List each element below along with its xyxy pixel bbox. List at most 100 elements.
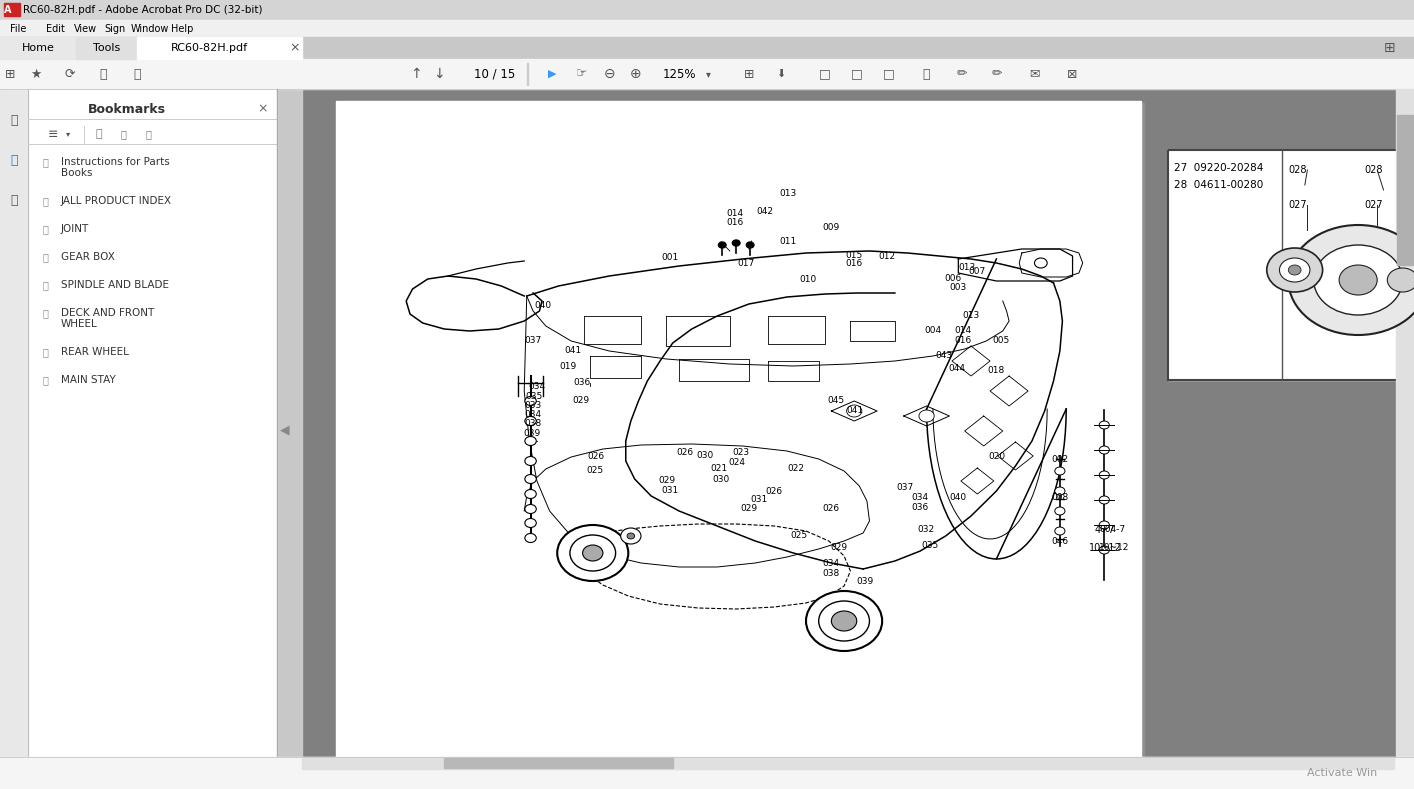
Text: ⊕: ⊕: [631, 67, 642, 81]
Text: 039: 039: [857, 577, 874, 585]
Text: ✉: ✉: [1029, 68, 1039, 80]
Text: 🔖: 🔖: [146, 129, 151, 139]
Text: MAIN STAY: MAIN STAY: [61, 375, 116, 385]
Circle shape: [1387, 268, 1414, 292]
Text: 🗑: 🗑: [96, 129, 102, 139]
Text: 039: 039: [523, 428, 540, 437]
Circle shape: [1339, 265, 1377, 295]
Text: ⊞: ⊞: [4, 68, 16, 80]
Text: 027: 027: [1288, 200, 1307, 210]
Circle shape: [1035, 258, 1048, 268]
Text: 015: 015: [846, 250, 863, 260]
Text: Sign: Sign: [105, 24, 126, 33]
Text: □: □: [851, 68, 863, 80]
Text: 035: 035: [526, 391, 543, 401]
Circle shape: [570, 535, 615, 571]
Text: 025: 025: [790, 530, 807, 540]
Text: 029: 029: [659, 476, 676, 484]
Text: 📎: 📎: [10, 193, 18, 207]
Text: A: A: [4, 5, 11, 15]
Bar: [337, 101, 1141, 766]
Text: 040: 040: [949, 492, 967, 502]
Text: RC60-82H.pdf: RC60-82H.pdf: [171, 43, 247, 53]
Bar: [28, 89, 277, 789]
Circle shape: [919, 410, 935, 422]
Circle shape: [1055, 467, 1065, 475]
Text: 10~12: 10~12: [1089, 543, 1121, 553]
Text: Bookmarks: Bookmarks: [88, 103, 165, 115]
Text: ☞: ☞: [575, 68, 587, 80]
Bar: [0, 37, 76, 59]
Text: 020: 020: [988, 451, 1005, 461]
Bar: [4, 3, 20, 16]
Text: 🔍: 🔍: [133, 68, 141, 80]
Text: ▾: ▾: [66, 129, 71, 139]
Circle shape: [1280, 258, 1309, 282]
Text: 028: 028: [1288, 165, 1307, 175]
Circle shape: [525, 518, 536, 528]
Bar: [1397, 115, 1413, 265]
Bar: [444, 758, 673, 768]
Text: 030: 030: [713, 474, 730, 484]
Circle shape: [732, 240, 740, 246]
Text: 036: 036: [574, 377, 591, 387]
Text: ★: ★: [30, 68, 41, 80]
Circle shape: [1055, 487, 1065, 495]
Circle shape: [525, 417, 536, 425]
Bar: [1168, 150, 1414, 380]
Text: 031: 031: [751, 495, 768, 503]
Circle shape: [1288, 225, 1414, 335]
Text: Help: Help: [171, 24, 194, 33]
Text: 📋: 📋: [10, 114, 18, 126]
Text: 024: 024: [728, 458, 745, 466]
Text: Edit: Edit: [45, 24, 65, 33]
Text: REAR WHEEL: REAR WHEEL: [61, 347, 129, 357]
Text: 001: 001: [662, 253, 679, 263]
Circle shape: [626, 533, 635, 539]
Bar: [0, 37, 1414, 59]
Text: 026: 026: [676, 447, 694, 457]
Text: ▾: ▾: [706, 69, 711, 79]
Text: 🔖: 🔖: [42, 375, 48, 385]
Text: 014: 014: [954, 326, 971, 335]
Text: 🔖: 🔖: [120, 129, 126, 139]
Bar: [137, 37, 303, 59]
Circle shape: [1099, 421, 1110, 429]
Text: 004: 004: [925, 326, 942, 335]
Text: ≡: ≡: [48, 128, 58, 140]
Text: ↑: ↑: [410, 67, 423, 81]
Text: 030: 030: [697, 451, 714, 459]
Text: 011: 011: [779, 237, 796, 245]
Text: 042: 042: [756, 207, 773, 215]
Bar: [303, 89, 1414, 789]
Text: 037: 037: [896, 483, 913, 492]
Circle shape: [557, 525, 628, 581]
Text: 017: 017: [738, 259, 755, 267]
Text: 028: 028: [1365, 165, 1383, 175]
Text: 046: 046: [1051, 537, 1068, 545]
Text: 🖨: 🖨: [99, 68, 106, 80]
Text: Home: Home: [21, 43, 55, 53]
Text: 033: 033: [525, 401, 542, 409]
Circle shape: [525, 504, 536, 514]
Circle shape: [583, 545, 602, 561]
Text: ▶: ▶: [547, 69, 556, 79]
Text: 10~12: 10~12: [1099, 544, 1130, 552]
Circle shape: [1267, 248, 1322, 292]
Text: 045: 045: [827, 395, 844, 405]
Text: 029: 029: [740, 503, 756, 513]
Text: 012: 012: [878, 252, 895, 260]
Text: 🔖: 🔖: [42, 280, 48, 290]
Bar: [0, 0, 1414, 20]
Text: 4~7: 4~7: [1094, 525, 1114, 535]
Text: 022: 022: [788, 463, 805, 473]
Text: 003: 003: [949, 282, 967, 291]
Text: 016: 016: [846, 260, 863, 268]
Circle shape: [1314, 245, 1403, 315]
Bar: [76, 37, 137, 59]
Text: 043: 043: [936, 350, 953, 360]
Bar: [0, 20, 1414, 37]
Text: 013: 013: [779, 189, 796, 197]
Circle shape: [831, 611, 857, 631]
Text: Books: Books: [61, 168, 92, 178]
